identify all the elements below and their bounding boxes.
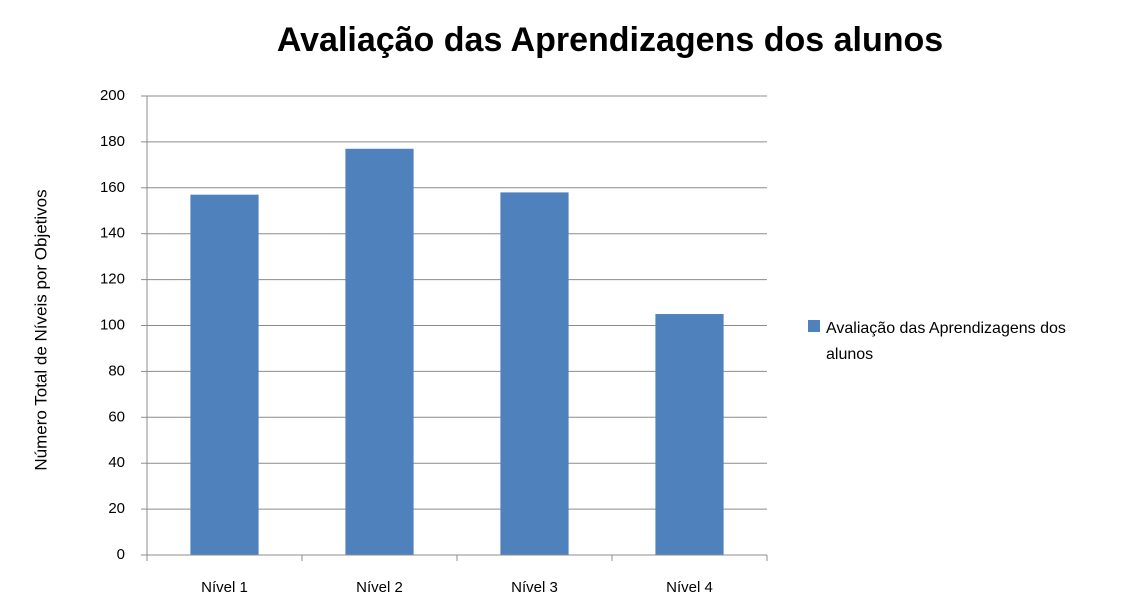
- y-tick-label: 100: [100, 316, 125, 333]
- legend-label: Avaliação das Aprendizagens dos alunos: [826, 320, 1066, 363]
- bar: [190, 194, 259, 555]
- legend-swatch: [808, 320, 820, 332]
- y-tick-label: 160: [100, 179, 125, 196]
- y-tick-label: 40: [108, 454, 125, 471]
- x-tick-label: Nível 4: [666, 579, 713, 596]
- y-tick-label: 20: [108, 500, 125, 517]
- y-tick-label: 0: [117, 546, 125, 563]
- x-tick-label: Nível 1: [201, 579, 248, 596]
- bar: [345, 148, 414, 555]
- y-axis-label: Número Total de Níveis por Objetivos: [31, 189, 50, 470]
- x-tick-label: Nível 2: [356, 579, 403, 596]
- y-tick-label: 180: [100, 133, 125, 150]
- y-tick-label: 200: [100, 87, 125, 104]
- bar: [655, 314, 724, 555]
- y-tick-label: 80: [108, 362, 125, 379]
- chart-title: Avaliação das Aprendizagens dos alunos: [277, 21, 943, 59]
- bar: [500, 192, 569, 555]
- y-tick-label: 60: [108, 408, 125, 425]
- x-tick-label: Nível 3: [511, 579, 558, 596]
- y-tick-label: 120: [100, 271, 125, 288]
- y-tick-label: 140: [100, 225, 125, 242]
